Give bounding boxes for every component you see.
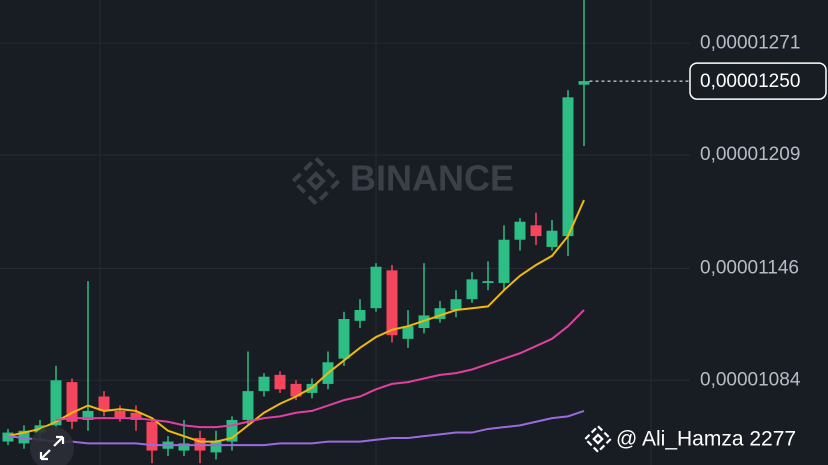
y-tick-label: 0,00001271 (700, 32, 800, 53)
watermark: BINANCE (290, 155, 514, 207)
candle-body (130, 412, 142, 420)
candle-body (562, 97, 574, 237)
candle-body (386, 270, 398, 336)
candle-body (114, 410, 126, 419)
candle-body (546, 230, 558, 247)
candle-body (258, 376, 270, 392)
candle-body (242, 391, 254, 420)
candle-body (50, 380, 62, 426)
price-label: 0,00001250 (700, 71, 800, 92)
moving-average-line (55, 309, 585, 429)
candle-body (434, 308, 446, 320)
candle-body (466, 279, 478, 300)
candle-body (274, 374, 286, 390)
price-box (689, 62, 827, 100)
candle-body (530, 225, 542, 237)
candle-body (370, 266, 382, 309)
moving-average-line (7, 199, 585, 443)
candle-body (226, 419, 238, 442)
candle-body (450, 299, 462, 310)
candle-body (514, 221, 526, 240)
candle-body (146, 421, 158, 451)
candle-body (402, 326, 414, 339)
candle-body (498, 239, 510, 283)
candle-body (66, 382, 78, 422)
candle-body (354, 310, 366, 321)
y-tick-label: 0,00001084 (700, 369, 801, 390)
watermark-text: BINANCE (350, 158, 514, 199)
y-tick-label: 0,00001209 (700, 144, 800, 165)
candle-body (290, 383, 302, 397)
moving-average-line (7, 409, 585, 447)
credit: @ Ali_Hamza 2277 (616, 428, 796, 451)
candle-body (178, 443, 190, 451)
candle-body (482, 281, 494, 283)
candle-body (210, 441, 222, 453)
candle-body (98, 396, 110, 411)
candle-body (578, 81, 590, 85)
y-tick-label: 0,00001146 (700, 258, 799, 279)
expand-button[interactable] (30, 426, 74, 465)
candle-body (82, 410, 94, 420)
candle-body (338, 319, 350, 359)
